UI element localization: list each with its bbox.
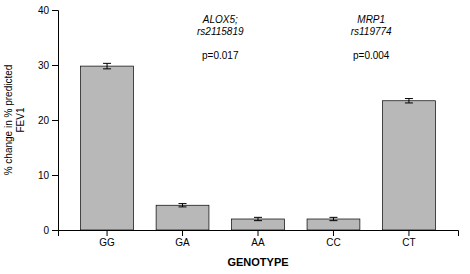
p-value: p=0.004 <box>353 50 390 61</box>
error-bar <box>179 204 187 207</box>
x-axis: GG GA AA CC CT <box>59 230 459 248</box>
y-tick: 10 <box>38 170 58 181</box>
y-tick-mark <box>52 175 58 176</box>
bars <box>81 63 436 230</box>
y-tick-label: 40 <box>38 5 50 16</box>
y-tick-label: 0 <box>43 225 49 236</box>
y-axis-title: % change in % predictedFEV1 <box>3 65 26 176</box>
y-tick: 0 <box>43 225 58 236</box>
y-tick-mark <box>52 65 58 66</box>
x-tick-mark <box>107 230 108 236</box>
y-tick: 30 <box>38 60 58 71</box>
x-axis-title: GENOTYPE <box>227 256 288 268</box>
x-tick-mark <box>182 230 183 236</box>
error-bar <box>254 217 262 220</box>
x-tick: GG <box>99 230 115 248</box>
bar <box>81 66 134 230</box>
y-tick: 40 <box>38 5 58 16</box>
plot-area: 0 10 20 30 40 GG GA AA CC CT ALOX5;rs2115819 p=0.01… <box>38 5 459 248</box>
error-bar <box>405 99 413 103</box>
x-tick-mark <box>408 230 409 236</box>
y-tick: 20 <box>38 115 58 126</box>
y-axis-line <box>52 11 59 231</box>
y-tick-mark <box>52 230 58 231</box>
error-bar <box>103 63 111 69</box>
y-tick-mark <box>52 10 58 11</box>
x-tick: AA <box>251 230 265 248</box>
x-tick-mark <box>258 230 259 236</box>
bar <box>383 101 436 230</box>
y-axis: 0 10 20 30 40 <box>38 5 59 236</box>
chart: 0 10 20 30 40 GG GA AA CC CT ALOX5;rs2115819 p=0.01… <box>0 0 470 274</box>
y-tick-label: 20 <box>38 115 50 126</box>
gene-annotation: MRP1rs119774 <box>351 14 392 37</box>
x-tick-label: CC <box>326 237 340 248</box>
x-tick-label: AA <box>251 237 265 248</box>
y-tick-label: 10 <box>38 170 50 181</box>
bar <box>156 205 209 230</box>
x-tick: CT <box>402 230 415 248</box>
p-value: p=0.017 <box>202 50 239 61</box>
x-tick-label: GG <box>99 237 115 248</box>
gene-annotation: ALOX5;rs2115819 <box>197 14 244 37</box>
y-tick-label: 30 <box>38 60 50 71</box>
x-tick: CC <box>326 230 340 248</box>
x-tick-mark <box>333 230 334 236</box>
y-tick-mark <box>52 120 58 121</box>
x-tick: GA <box>175 230 190 248</box>
x-axis-line <box>59 231 459 237</box>
x-tick-label: CT <box>402 237 415 248</box>
error-bar <box>329 217 337 220</box>
x-tick-label: GA <box>175 237 190 248</box>
annotations: ALOX5;rs2115819 p=0.017 MRP1rs119774 p=0.00… <box>197 14 392 61</box>
